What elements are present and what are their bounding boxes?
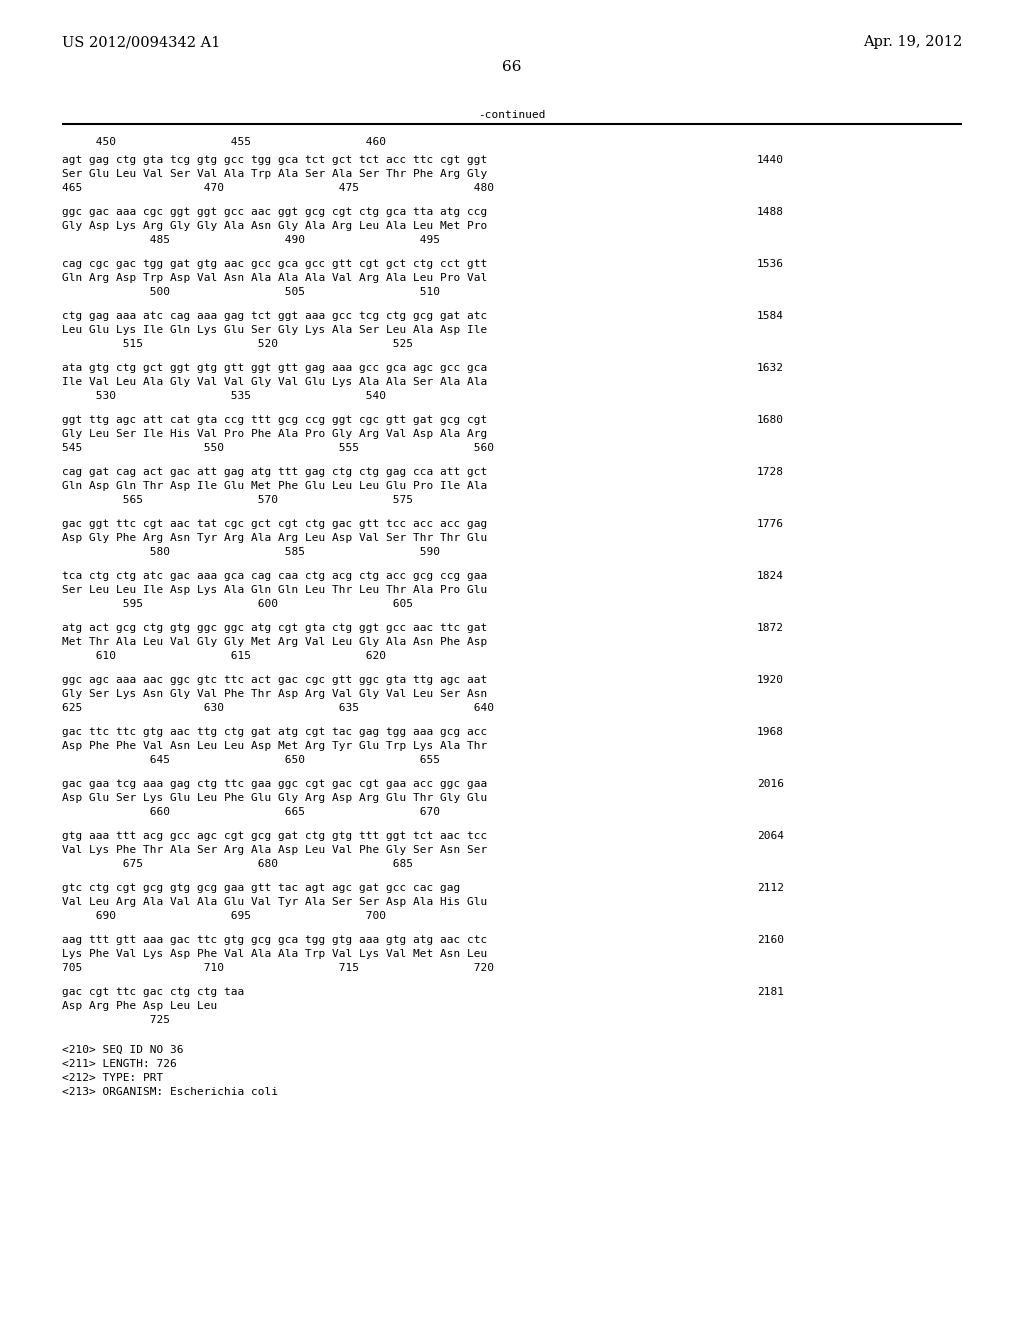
Text: ata gtg ctg gct ggt gtg gtt ggt gtt gag aaa gcc gca agc gcc gca: ata gtg ctg gct ggt gtg gtt ggt gtt gag …	[62, 363, 487, 374]
Text: 485                 490                 495: 485 490 495	[62, 235, 440, 246]
Text: Asp Arg Phe Asp Leu Leu: Asp Arg Phe Asp Leu Leu	[62, 1001, 217, 1011]
Text: Gln Asp Gln Thr Asp Ile Glu Met Phe Glu Leu Leu Glu Pro Ile Ala: Gln Asp Gln Thr Asp Ile Glu Met Phe Glu …	[62, 480, 487, 491]
Text: 610                 615                 620: 610 615 620	[62, 651, 386, 661]
Text: cag gat cag act gac att gag atg ttt gag ctg ctg gag cca att gct: cag gat cag act gac att gag atg ttt gag …	[62, 467, 487, 477]
Text: Gly Leu Ser Ile His Val Pro Phe Ala Pro Gly Arg Val Asp Ala Arg: Gly Leu Ser Ile His Val Pro Phe Ala Pro …	[62, 429, 487, 440]
Text: 1488: 1488	[757, 207, 784, 216]
Text: 725: 725	[62, 1015, 170, 1026]
Text: Lys Phe Val Lys Asp Phe Val Ala Ala Trp Val Lys Val Met Asn Leu: Lys Phe Val Lys Asp Phe Val Ala Ala Trp …	[62, 949, 487, 960]
Text: Asp Phe Phe Val Asn Leu Leu Asp Met Arg Tyr Glu Trp Lys Ala Thr: Asp Phe Phe Val Asn Leu Leu Asp Met Arg …	[62, 741, 487, 751]
Text: 2016: 2016	[757, 779, 784, 789]
Text: ggc agc aaa aac ggc gtc ttc act gac cgc gtt ggc gta ttg agc aat: ggc agc aaa aac ggc gtc ttc act gac cgc …	[62, 675, 487, 685]
Text: atg act gcg ctg gtg ggc ggc atg cgt gta ctg ggt gcc aac ttc gat: atg act gcg ctg gtg ggc ggc atg cgt gta …	[62, 623, 487, 634]
Text: 1680: 1680	[757, 414, 784, 425]
Text: ggc gac aaa cgc ggt ggt gcc aac ggt gcg cgt ctg gca tta atg ccg: ggc gac aaa cgc ggt ggt gcc aac ggt gcg …	[62, 207, 487, 216]
Text: 1824: 1824	[757, 572, 784, 581]
Text: gac cgt ttc gac ctg ctg taa: gac cgt ttc gac ctg ctg taa	[62, 987, 245, 997]
Text: 450                 455                 460: 450 455 460	[62, 137, 386, 147]
Text: Gly Asp Lys Arg Gly Gly Ala Asn Gly Ala Arg Leu Ala Leu Met Pro: Gly Asp Lys Arg Gly Gly Ala Asn Gly Ala …	[62, 220, 487, 231]
Text: gtg aaa ttt acg gcc agc cgt gcg gat ctg gtg ttt ggt tct aac tcc: gtg aaa ttt acg gcc agc cgt gcg gat ctg …	[62, 832, 487, 841]
Text: 545                  550                 555                 560: 545 550 555 560	[62, 444, 494, 453]
Text: 595                 600                 605: 595 600 605	[62, 599, 413, 609]
Text: gtc ctg cgt gcg gtg gcg gaa gtt tac agt agc gat gcc cac gag: gtc ctg cgt gcg gtg gcg gaa gtt tac agt …	[62, 883, 460, 894]
Text: <210> SEQ ID NO 36: <210> SEQ ID NO 36	[62, 1045, 183, 1055]
Text: 625                  630                 635                 640: 625 630 635 640	[62, 704, 494, 713]
Text: 1920: 1920	[757, 675, 784, 685]
Text: Gln Arg Asp Trp Asp Val Asn Ala Ala Ala Val Arg Ala Leu Pro Val: Gln Arg Asp Trp Asp Val Asn Ala Ala Ala …	[62, 273, 487, 282]
Text: Leu Glu Lys Ile Gln Lys Glu Ser Gly Lys Ala Ser Leu Ala Asp Ile: Leu Glu Lys Ile Gln Lys Glu Ser Gly Lys …	[62, 325, 487, 335]
Text: Gly Ser Lys Asn Gly Val Phe Thr Asp Arg Val Gly Val Leu Ser Asn: Gly Ser Lys Asn Gly Val Phe Thr Asp Arg …	[62, 689, 487, 700]
Text: 580                 585                 590: 580 585 590	[62, 546, 440, 557]
Text: Asp Glu Ser Lys Glu Leu Phe Glu Gly Arg Asp Arg Glu Thr Gly Glu: Asp Glu Ser Lys Glu Leu Phe Glu Gly Arg …	[62, 793, 487, 803]
Text: 690                 695                 700: 690 695 700	[62, 911, 386, 921]
Text: 1776: 1776	[757, 519, 784, 529]
Text: 645                 650                 655: 645 650 655	[62, 755, 440, 766]
Text: gac ggt ttc cgt aac tat cgc gct cgt ctg gac gtt tcc acc acc gag: gac ggt ttc cgt aac tat cgc gct cgt ctg …	[62, 519, 487, 529]
Text: 565                 570                 575: 565 570 575	[62, 495, 413, 506]
Text: ggt ttg agc att cat gta ccg ttt gcg ccg ggt cgc gtt gat gcg cgt: ggt ttg agc att cat gta ccg ttt gcg ccg …	[62, 414, 487, 425]
Text: ctg gag aaa atc cag aaa gag tct ggt aaa gcc tcg ctg gcg gat atc: ctg gag aaa atc cag aaa gag tct ggt aaa …	[62, 312, 487, 321]
Text: Ile Val Leu Ala Gly Val Val Gly Val Glu Lys Ala Ala Ser Ala Ala: Ile Val Leu Ala Gly Val Val Gly Val Glu …	[62, 378, 487, 387]
Text: -continued: -continued	[478, 110, 546, 120]
Text: 2064: 2064	[757, 832, 784, 841]
Text: 675                 680                 685: 675 680 685	[62, 859, 413, 869]
Text: Val Lys Phe Thr Ala Ser Arg Ala Asp Leu Val Phe Gly Ser Asn Ser: Val Lys Phe Thr Ala Ser Arg Ala Asp Leu …	[62, 845, 487, 855]
Text: 2112: 2112	[757, 883, 784, 894]
Text: 1968: 1968	[757, 727, 784, 737]
Text: Val Leu Arg Ala Val Ala Glu Val Tyr Ala Ser Ser Asp Ala His Glu: Val Leu Arg Ala Val Ala Glu Val Tyr Ala …	[62, 898, 487, 907]
Text: 530                 535                 540: 530 535 540	[62, 391, 386, 401]
Text: cag cgc gac tgg gat gtg aac gcc gca gcc gtt cgt gct ctg cct gtt: cag cgc gac tgg gat gtg aac gcc gca gcc …	[62, 259, 487, 269]
Text: 1728: 1728	[757, 467, 784, 477]
Text: 1632: 1632	[757, 363, 784, 374]
Text: gac ttc ttc gtg aac ttg ctg gat atg cgt tac gag tgg aaa gcg acc: gac ttc ttc gtg aac ttg ctg gat atg cgt …	[62, 727, 487, 737]
Text: Apr. 19, 2012: Apr. 19, 2012	[863, 36, 962, 49]
Text: 705                  710                 715                 720: 705 710 715 720	[62, 964, 494, 973]
Text: <213> ORGANISM: Escherichia coli: <213> ORGANISM: Escherichia coli	[62, 1086, 278, 1097]
Text: 500                 505                 510: 500 505 510	[62, 286, 440, 297]
Text: aag ttt gtt aaa gac ttc gtg gcg gca tgg gtg aaa gtg atg aac ctc: aag ttt gtt aaa gac ttc gtg gcg gca tgg …	[62, 935, 487, 945]
Text: 1584: 1584	[757, 312, 784, 321]
Text: Ser Glu Leu Val Ser Val Ala Trp Ala Ser Ala Ser Thr Phe Arg Gly: Ser Glu Leu Val Ser Val Ala Trp Ala Ser …	[62, 169, 487, 180]
Text: 660                 665                 670: 660 665 670	[62, 807, 440, 817]
Text: 465                  470                 475                 480: 465 470 475 480	[62, 183, 494, 193]
Text: tca ctg ctg atc gac aaa gca cag caa ctg acg ctg acc gcg ccg gaa: tca ctg ctg atc gac aaa gca cag caa ctg …	[62, 572, 487, 581]
Text: agt gag ctg gta tcg gtg gcc tgg gca tct gct tct acc ttc cgt ggt: agt gag ctg gta tcg gtg gcc tgg gca tct …	[62, 154, 487, 165]
Text: 2160: 2160	[757, 935, 784, 945]
Text: 1536: 1536	[757, 259, 784, 269]
Text: 515                 520                 525: 515 520 525	[62, 339, 413, 348]
Text: 1440: 1440	[757, 154, 784, 165]
Text: <212> TYPE: PRT: <212> TYPE: PRT	[62, 1073, 163, 1082]
Text: Ser Leu Leu Ile Asp Lys Ala Gln Gln Leu Thr Leu Thr Ala Pro Glu: Ser Leu Leu Ile Asp Lys Ala Gln Gln Leu …	[62, 585, 487, 595]
Text: gac gaa tcg aaa gag ctg ttc gaa ggc cgt gac cgt gaa acc ggc gaa: gac gaa tcg aaa gag ctg ttc gaa ggc cgt …	[62, 779, 487, 789]
Text: <211> LENGTH: 726: <211> LENGTH: 726	[62, 1059, 177, 1069]
Text: Met Thr Ala Leu Val Gly Gly Met Arg Val Leu Gly Ala Asn Phe Asp: Met Thr Ala Leu Val Gly Gly Met Arg Val …	[62, 638, 487, 647]
Text: 1872: 1872	[757, 623, 784, 634]
Text: US 2012/0094342 A1: US 2012/0094342 A1	[62, 36, 220, 49]
Text: Asp Gly Phe Arg Asn Tyr Arg Ala Arg Leu Asp Val Ser Thr Thr Glu: Asp Gly Phe Arg Asn Tyr Arg Ala Arg Leu …	[62, 533, 487, 543]
Text: 2181: 2181	[757, 987, 784, 997]
Text: 66: 66	[502, 59, 522, 74]
